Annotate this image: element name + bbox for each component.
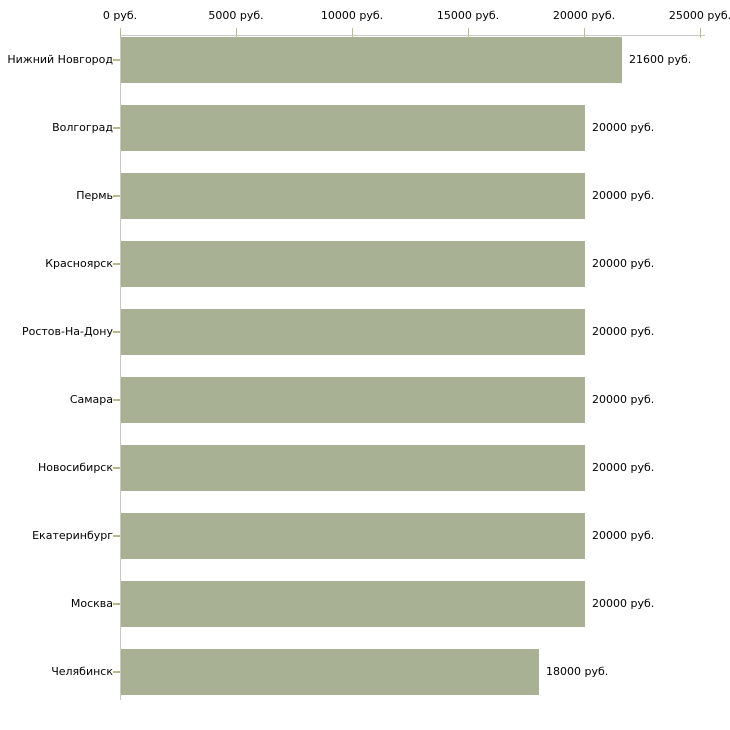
value-label: 20000 руб. bbox=[592, 597, 655, 610]
y-axis-line bbox=[120, 35, 121, 700]
bar-6 bbox=[121, 377, 585, 423]
value-label: 20000 руб. bbox=[592, 121, 655, 134]
category-tick-mark bbox=[113, 127, 120, 129]
x-axis-line bbox=[120, 35, 705, 36]
category-tick-mark bbox=[113, 671, 120, 673]
x-tick-mark bbox=[468, 28, 469, 38]
x-tick-label: 5000 руб. bbox=[208, 9, 264, 22]
category-label: Новосибирск bbox=[37, 461, 113, 474]
category-label: Ростов-На-Дону bbox=[21, 325, 113, 338]
x-tick-label: 25000 руб. bbox=[668, 9, 730, 22]
bar-7 bbox=[121, 445, 585, 491]
category-label: Пермь bbox=[76, 189, 113, 202]
x-tick-label: 15000 руб. bbox=[436, 9, 500, 22]
category-tick-mark bbox=[113, 603, 120, 605]
bar-5 bbox=[121, 309, 585, 355]
bar-2 bbox=[121, 105, 585, 151]
x-tick-mark bbox=[236, 28, 237, 38]
value-label: 20000 руб. bbox=[592, 257, 655, 270]
bar-8 bbox=[121, 513, 585, 559]
bar-10 bbox=[121, 649, 539, 695]
bar-4 bbox=[121, 241, 585, 287]
x-tick-mark bbox=[584, 28, 585, 38]
category-label: Красноярск bbox=[45, 257, 113, 270]
value-label: 20000 руб. bbox=[592, 325, 655, 338]
x-tick-mark bbox=[352, 28, 353, 38]
category-label: Челябинск bbox=[51, 665, 113, 678]
x-tick-label: 20000 руб. bbox=[552, 9, 616, 22]
value-label: 20000 руб. bbox=[592, 189, 655, 202]
category-tick-mark bbox=[113, 399, 120, 401]
category-tick-mark bbox=[113, 263, 120, 265]
x-tick-mark bbox=[120, 28, 121, 38]
x-tick-label: 10000 руб. bbox=[320, 9, 384, 22]
value-label: 18000 руб. bbox=[546, 665, 609, 678]
value-label: 21600 руб. bbox=[629, 53, 692, 66]
category-tick-mark bbox=[113, 467, 120, 469]
bar-1 bbox=[121, 37, 622, 83]
category-label: Екатеринбург bbox=[32, 529, 113, 542]
value-label: 20000 руб. bbox=[592, 461, 655, 474]
x-tick-label: 0 руб. bbox=[102, 9, 138, 22]
category-label: Москва bbox=[70, 597, 113, 610]
x-tick-mark bbox=[700, 28, 701, 38]
value-label: 20000 руб. bbox=[592, 529, 655, 542]
bar-9 bbox=[121, 581, 585, 627]
category-tick-mark bbox=[113, 535, 120, 537]
category-tick-mark bbox=[113, 195, 120, 197]
bar-3 bbox=[121, 173, 585, 219]
category-tick-mark bbox=[113, 331, 120, 333]
category-tick-mark bbox=[113, 59, 120, 61]
category-label: Нижний Новгород bbox=[7, 53, 113, 66]
value-label: 20000 руб. bbox=[592, 393, 655, 406]
category-label: Волгоград bbox=[52, 121, 113, 134]
category-label: Самара bbox=[69, 393, 113, 406]
